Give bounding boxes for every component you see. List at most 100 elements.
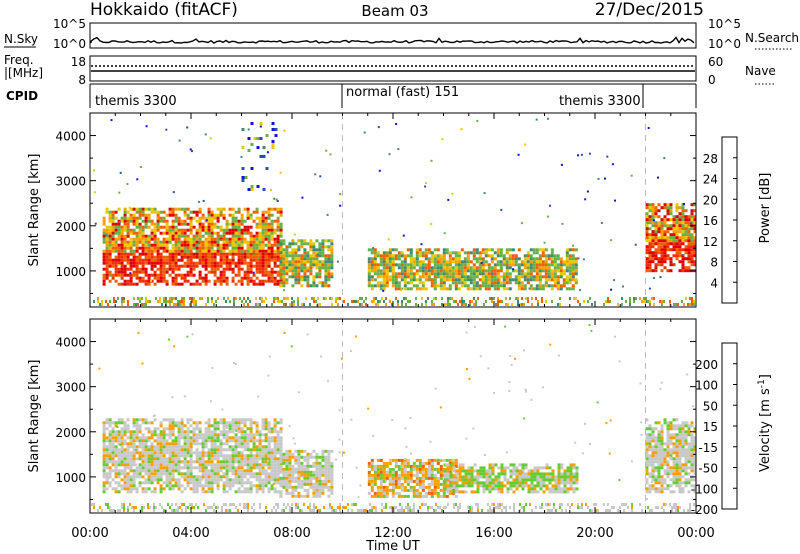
velocity-echo-cell [394,461,398,465]
power-echo-cell [273,228,277,232]
power-echo-cell [129,273,133,277]
power-echo-cell [241,128,245,131]
velocity-echo-cell [123,454,127,458]
velocity-echo-cell [415,464,419,468]
power-echo-cell [532,260,536,264]
velocity-echo-cell [391,482,395,486]
velocity-echo-cell [276,475,280,479]
velocity-echo-cell [213,421,217,425]
power-echo-cell [267,240,271,244]
power-echo-cell [171,270,175,274]
power-clutter-cell [653,297,655,300]
power-echo-cell [144,270,148,274]
power-echo-cell [126,252,130,256]
power-echo-cell [138,234,142,238]
power-echo-cell [279,248,283,252]
power-echo-cell [129,237,133,241]
cpid-segment-3: themis 3300 [559,94,641,109]
velocity-echo-cell [225,436,229,440]
power-echo-cell [204,237,208,241]
velocity-echo-cell [180,484,184,488]
velocity-echo-cell [225,484,229,488]
power-noise-cell [549,204,551,207]
power-echo-cell [547,263,551,267]
velocity-echo-cell [306,488,310,492]
velocity-echo-cell [249,448,253,452]
velocity-echo-cell [105,418,109,422]
power-echo-cell [406,248,410,252]
velocity-echo-cell [108,424,112,428]
velocity-echo-cell [123,484,127,488]
velocity-echo-cell [270,448,274,452]
velocity-echo-cell [303,473,307,477]
velocity-echo-cell [255,424,259,428]
velocity-echo-cell [461,484,465,488]
power-echo-cell [252,246,256,250]
power-echo-cell [565,266,569,270]
velocity-echo-cell [539,487,543,491]
velocity-echo-cell [491,466,495,470]
power-echo-cell [514,260,518,264]
power-echo-cell [180,231,184,235]
velocity-echo-cell [150,451,154,455]
power-clutter-cell [405,303,407,306]
power-echo-cell [321,239,325,243]
power-echo-cell [391,254,395,258]
power-clutter-cell [133,297,135,300]
power-echo-cell [367,284,371,288]
velocity-echo-cell [282,452,286,456]
power-echo-cell [547,269,551,273]
power-clutter-cell [659,300,661,303]
power-echo-cell [123,228,127,232]
velocity-echo-cell [204,466,208,470]
power-echo-cell [430,284,434,288]
power-echo-cell [225,267,229,271]
power-echo-cell [237,228,241,232]
velocity-echo-cell [488,463,492,467]
velocity-echo-cell [144,490,148,494]
velocity-echo-cell [415,458,419,462]
velocity-echo-cell [135,445,139,449]
power-echo-cell [168,252,172,256]
power-echo-cell [565,281,569,285]
power-echo-cell [108,213,112,217]
power-echo-cell [252,240,256,244]
power-echo-cell [678,215,682,219]
power-echo-cell [288,242,292,246]
velocity-echo-cell [150,436,154,440]
power-echo-cell [373,251,377,255]
velocity-echo-cell [120,454,124,458]
power-clutter-cell [491,297,493,300]
velocity-echo-cell [114,421,118,425]
velocity-echo-cell [264,454,268,458]
power-echo-cell [144,222,148,226]
power-echo-cell [276,258,280,262]
power-echo-cell [672,221,676,225]
velocity-echo-cell [231,478,235,482]
velocity-echo-cell [243,433,247,437]
power-echo-cell [457,278,461,282]
power-clutter-cell [433,303,435,306]
power-echo-cell [219,246,223,250]
velocity-echo-cell [111,463,115,467]
power-echo-cell [693,263,697,267]
power-echo-cell [144,252,148,256]
power-echo-cell [678,269,682,273]
power-echo-cell [135,231,139,235]
power-echo-cell [159,216,163,220]
power-echo-cell [472,275,476,279]
power-echo-cell [135,225,139,229]
power-echo-cell [645,260,649,264]
power-clutter-cell [255,303,257,306]
velocity-echo-cell [246,481,250,485]
power-noise-cell [198,200,201,203]
power-echo-cell [421,272,425,276]
power-clutter-cell [449,303,451,306]
velocity-echo-cell [315,482,319,486]
power-echo-cell [675,218,679,222]
power-echo-cell [243,258,247,262]
velocity-echo-cell [195,487,199,491]
power-echo-cell [391,281,395,285]
power-echo-cell [672,254,676,258]
power-echo-cell [472,269,476,273]
